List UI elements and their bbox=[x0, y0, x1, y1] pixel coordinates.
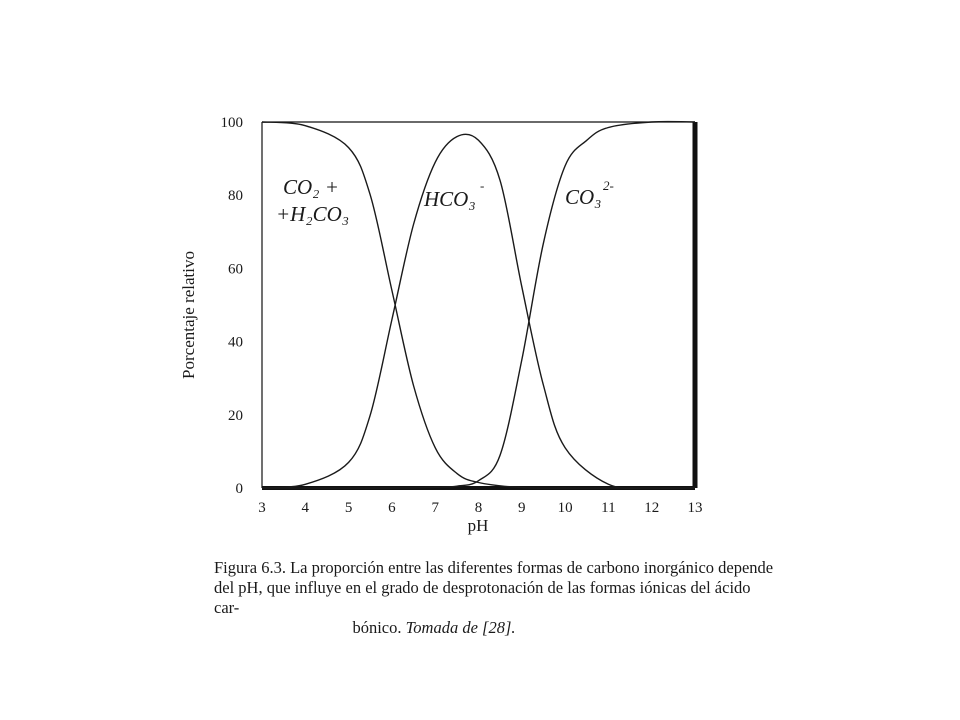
caption-source: Tomada de [28]. bbox=[405, 618, 516, 637]
x-tick-label-5: 5 bbox=[345, 500, 353, 516]
x-axis-label: pH bbox=[468, 516, 489, 535]
x-tick-label-10: 10 bbox=[558, 500, 573, 516]
y-tick-label-60: 60 bbox=[228, 261, 243, 277]
y-axis-ticks: 0 20 40 60 80 100 bbox=[221, 115, 244, 497]
co3-label: CO₃ bbox=[565, 185, 601, 209]
x-tick-label-7: 7 bbox=[431, 500, 439, 516]
y-axis-label: Porcentaje relativo bbox=[179, 251, 198, 379]
caption-line-3: bónico. Tomada de [28]. bbox=[214, 618, 774, 638]
x-tick-label-9: 9 bbox=[518, 500, 526, 516]
x-axis-ticks: 3 4 5 6 7 8 9 10 11 12 13 bbox=[258, 500, 702, 516]
figure-caption: Figura 6.3. La proporción entre las dife… bbox=[214, 558, 774, 638]
x-tick-label-3: 3 bbox=[258, 500, 266, 516]
co3-charge: 2- bbox=[603, 178, 614, 193]
x-tick-label-11: 11 bbox=[601, 500, 615, 516]
x-tick-label-4: 4 bbox=[302, 500, 310, 516]
y-tick-label-20: 20 bbox=[228, 408, 243, 424]
hco3-label: HCO₃ bbox=[423, 187, 476, 211]
series-line-1 bbox=[261, 133, 696, 490]
co2-label-line1: CO₂ + bbox=[283, 175, 339, 199]
caption-line-1: Figura 6.3. La proporción entre las dife… bbox=[214, 558, 774, 577]
x-tick-label-8: 8 bbox=[475, 500, 483, 516]
series-line-0 bbox=[261, 121, 695, 489]
y-tick-label-100: 100 bbox=[221, 115, 244, 131]
hco3-charge: - bbox=[480, 178, 484, 193]
x-tick-label-13: 13 bbox=[688, 500, 703, 516]
x-tick-label-6: 6 bbox=[388, 500, 396, 516]
caption-line-2: del pH, que influye en el grado de despr… bbox=[214, 578, 751, 617]
y-tick-label-80: 80 bbox=[228, 188, 243, 204]
curves bbox=[261, 120, 696, 490]
y-tick-label-0: 0 bbox=[236, 481, 244, 497]
x-tick-label-12: 12 bbox=[644, 500, 659, 516]
caption-line-3-text: bónico. bbox=[352, 618, 402, 637]
y-tick-label-40: 40 bbox=[228, 335, 243, 351]
series-line-2 bbox=[261, 120, 696, 489]
co2-label-line2: +H₂CO₃ bbox=[276, 202, 349, 226]
